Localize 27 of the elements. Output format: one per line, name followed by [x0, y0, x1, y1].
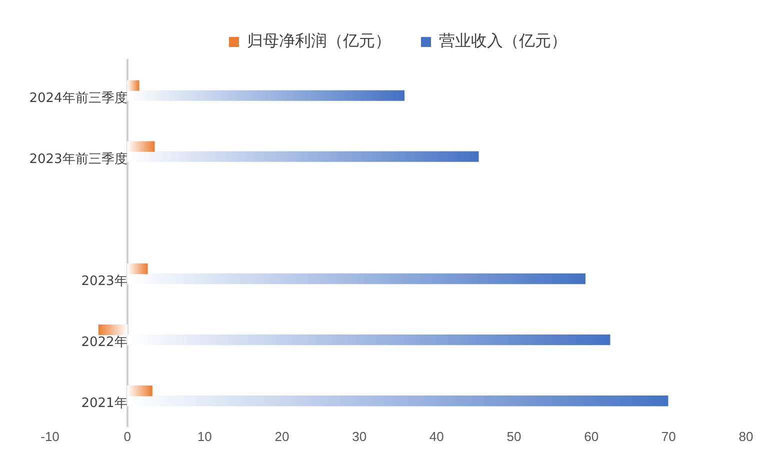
y-tick-label: 2024年前三季度 — [29, 90, 128, 106]
x-tick-label: 10 — [197, 428, 212, 444]
bar — [127, 151, 479, 162]
x-tick-label: 40 — [429, 428, 444, 444]
y-tick-label: 2021年 — [81, 396, 128, 412]
x-tick-label: 0 — [124, 428, 131, 444]
bar — [127, 273, 586, 284]
x-tick-label: 70 — [661, 428, 676, 444]
y-tick-label: 2022年 — [81, 335, 128, 350]
x-tick-label: -10 — [40, 428, 60, 444]
x-tick-label: 30 — [352, 428, 367, 444]
bar — [127, 80, 140, 91]
y-tick-label: 2023年前三季度 — [29, 150, 128, 167]
bar — [127, 334, 610, 346]
bar — [127, 90, 405, 101]
bar — [127, 263, 148, 274]
x-tick-label: 50 — [506, 428, 522, 444]
bar — [98, 324, 128, 336]
bar — [127, 386, 152, 396]
x-tick-label: 20 — [274, 428, 290, 444]
bar — [127, 396, 668, 406]
legend-label: 归母净利润（亿元） — [247, 31, 391, 50]
x-tick-label: 80 — [738, 428, 754, 444]
y-tick-label: 2023年 — [81, 274, 128, 290]
bar — [127, 141, 155, 152]
x-tick-label: 60 — [584, 428, 599, 444]
legend-label: 营业收入（亿元） — [439, 31, 567, 50]
